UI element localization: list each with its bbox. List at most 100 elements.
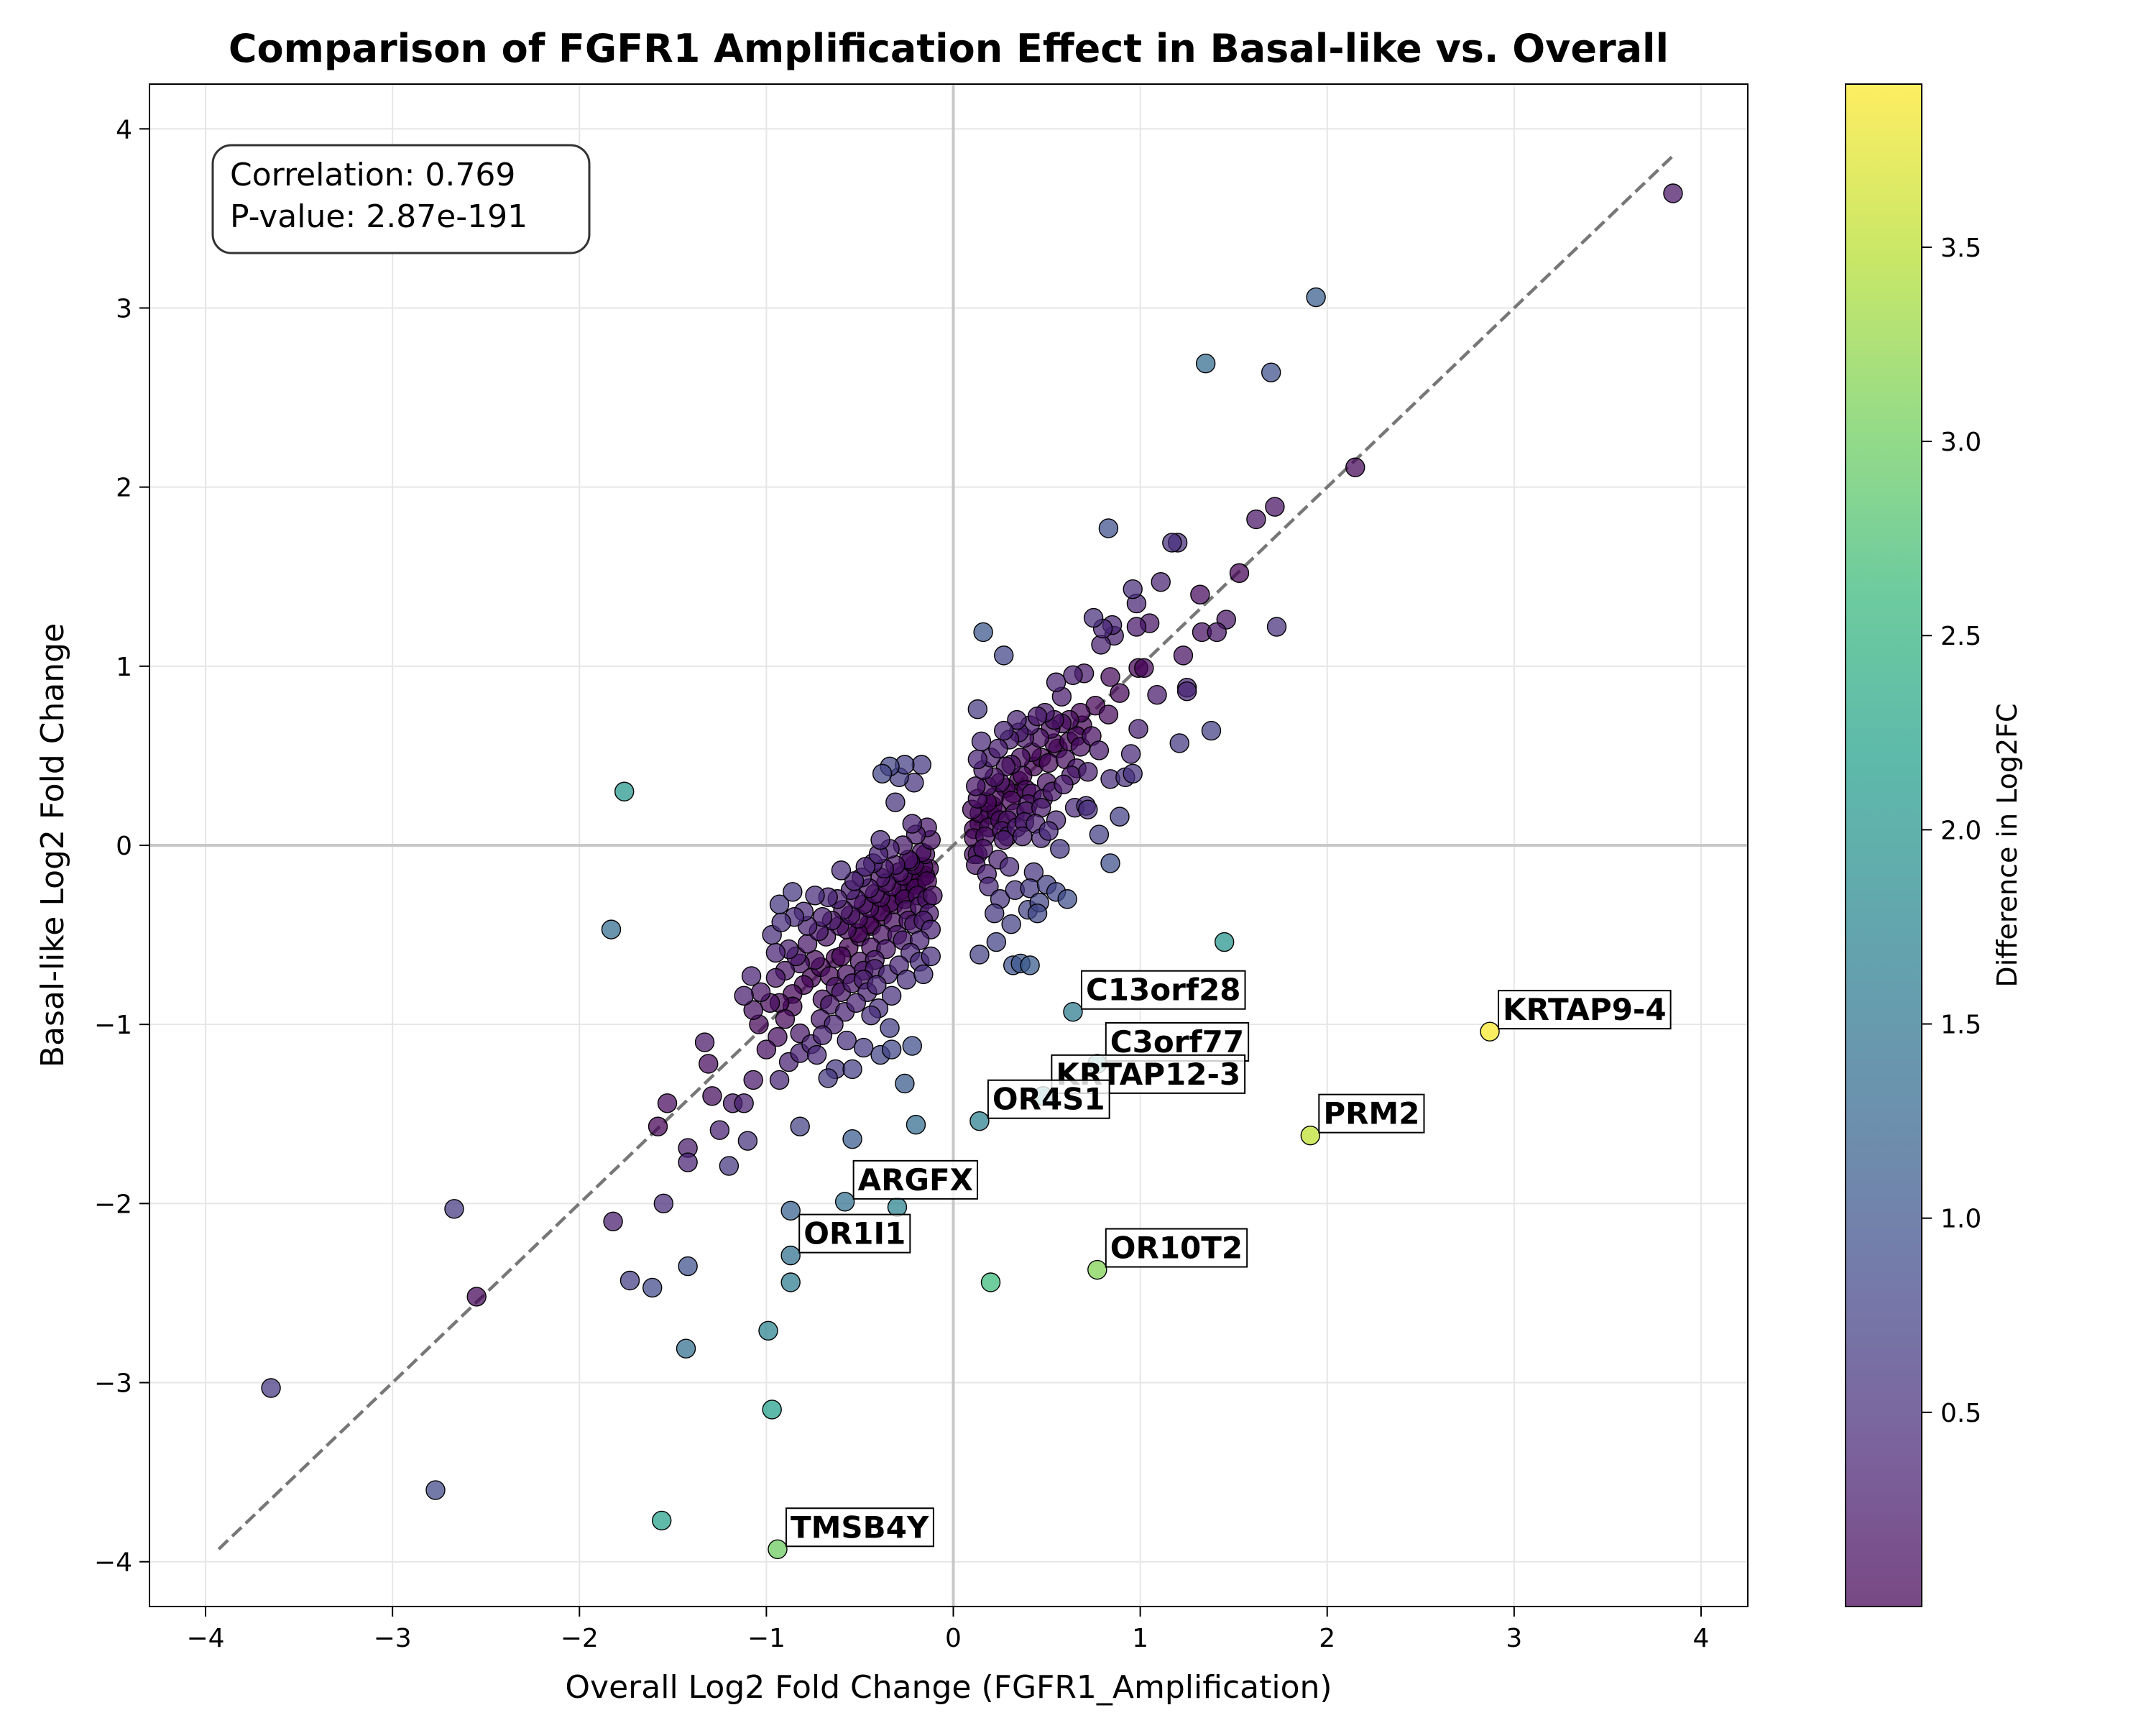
gene-label: OR10T2 bbox=[1110, 1231, 1243, 1266]
data-point bbox=[844, 871, 865, 891]
data-point bbox=[444, 1199, 464, 1219]
data-point bbox=[702, 1086, 722, 1106]
stats-correlation: Correlation: 0.769 bbox=[230, 157, 515, 193]
data-point bbox=[887, 1197, 908, 1218]
data-point bbox=[734, 985, 754, 1006]
data-point bbox=[1078, 799, 1098, 819]
data-point bbox=[1345, 457, 1365, 477]
gene-label: PRM2 bbox=[1323, 1096, 1419, 1131]
colorbar-tick-label: 3.5 bbox=[1940, 234, 1981, 263]
data-point bbox=[967, 749, 988, 770]
gene-label: KRTAP9-4 bbox=[1503, 992, 1667, 1027]
data-point bbox=[1063, 1002, 1083, 1022]
data-point bbox=[1057, 889, 1077, 909]
data-point bbox=[855, 857, 875, 877]
data-point bbox=[1050, 839, 1070, 859]
data-point bbox=[812, 1025, 833, 1045]
data-point bbox=[425, 1480, 446, 1500]
x-tick-label: −3 bbox=[374, 1624, 412, 1653]
data-point bbox=[790, 1116, 810, 1136]
colorbar-tick-label: 2.0 bbox=[1940, 816, 1981, 845]
data-point bbox=[971, 731, 992, 752]
data-point bbox=[1663, 183, 1683, 203]
data-point bbox=[648, 1116, 668, 1136]
data-point bbox=[1261, 362, 1281, 382]
data-point bbox=[966, 776, 986, 796]
data-point bbox=[1306, 287, 1326, 308]
data-point bbox=[969, 1111, 990, 1131]
data-point bbox=[1134, 658, 1154, 679]
data-point bbox=[994, 720, 1014, 741]
data-point bbox=[768, 1539, 788, 1559]
x-tick-label: 1 bbox=[1132, 1624, 1148, 1653]
gene-label-group: OR1I1 bbox=[798, 1213, 911, 1254]
data-point bbox=[261, 1378, 281, 1398]
colorbar-tick-label: 0.5 bbox=[1940, 1399, 1981, 1428]
data-point bbox=[985, 903, 1005, 924]
y-tick-label: 1 bbox=[116, 653, 132, 682]
data-point bbox=[885, 792, 906, 812]
data-point bbox=[1207, 622, 1227, 643]
data-point bbox=[1123, 763, 1143, 784]
data-point bbox=[1120, 744, 1141, 764]
data-point bbox=[603, 1211, 623, 1231]
gene-label: C3orf77 bbox=[1110, 1024, 1244, 1060]
data-point bbox=[1214, 932, 1235, 952]
data-point bbox=[775, 1009, 796, 1029]
data-point bbox=[1201, 720, 1222, 741]
data-point bbox=[842, 1059, 862, 1080]
data-point bbox=[737, 1131, 758, 1151]
data-point bbox=[1190, 584, 1210, 605]
data-point bbox=[834, 1192, 855, 1212]
data-point bbox=[867, 975, 887, 996]
colorbar-tick-label: 2.5 bbox=[1940, 622, 1981, 651]
data-point bbox=[758, 1320, 778, 1341]
data-point bbox=[913, 964, 934, 985]
data-point bbox=[881, 985, 902, 1006]
gene-label: TMSB4Y bbox=[791, 1509, 929, 1545]
gene-label: OR1I1 bbox=[803, 1216, 906, 1251]
stats-box-frame bbox=[211, 144, 591, 254]
data-point bbox=[709, 1120, 730, 1140]
data-point bbox=[911, 755, 931, 775]
stats-box: Correlation: 0.769 P-value: 2.87e-191 bbox=[211, 144, 591, 254]
data-point bbox=[743, 1000, 763, 1020]
colorbar-tick-label: 1.5 bbox=[1940, 1011, 1981, 1040]
gene-label-group: KRTAP9-4 bbox=[1498, 990, 1672, 1030]
data-point bbox=[676, 1338, 696, 1359]
data-point bbox=[1128, 719, 1148, 739]
data-point bbox=[780, 1272, 801, 1292]
data-point bbox=[967, 699, 988, 720]
data-point bbox=[896, 970, 917, 990]
gene-labels: KRTAP9-4C13orf28C3orf77KRTAP12-3OR4S1ARG… bbox=[785, 970, 1672, 1548]
data-point bbox=[771, 912, 791, 932]
data-point bbox=[1100, 853, 1120, 873]
data-point bbox=[678, 1152, 698, 1172]
colorbar-tick-label: 1.0 bbox=[1940, 1205, 1981, 1234]
data-point bbox=[988, 738, 1008, 759]
data-point bbox=[1176, 681, 1197, 702]
gene-label-box bbox=[987, 1079, 1110, 1119]
colorbar: 0.5 1.0 1.5 2.0 2.5 3.0 3.5 Difference in Log2… bbox=[1845, 83, 2023, 1607]
data-point bbox=[831, 860, 852, 881]
x-tick-label: 3 bbox=[1506, 1624, 1522, 1653]
x-tick-label: −2 bbox=[561, 1624, 599, 1653]
data-point bbox=[699, 1054, 719, 1074]
x-tick-label: 4 bbox=[1693, 1624, 1710, 1653]
x-axis-ticks: −4 −3 −2 −1 0 1 2 3 4 bbox=[186, 1607, 1709, 1653]
y-tick-label: 4 bbox=[116, 115, 132, 144]
data-point bbox=[1020, 955, 1040, 975]
data-point bbox=[861, 1006, 881, 1026]
chart-title: Comparison of FGFR1 Amplification Effect… bbox=[229, 26, 1669, 71]
y-tick-label: −2 bbox=[94, 1190, 132, 1219]
data-point bbox=[601, 919, 622, 939]
data-point bbox=[1078, 762, 1098, 782]
data-point bbox=[741, 966, 762, 986]
gene-label: ARGFX bbox=[858, 1162, 973, 1198]
data-point bbox=[1480, 1021, 1500, 1042]
data-point bbox=[1027, 706, 1048, 727]
data-point bbox=[783, 882, 803, 902]
data-point bbox=[765, 968, 786, 988]
data-point bbox=[642, 1277, 663, 1298]
data-point bbox=[842, 1129, 862, 1149]
